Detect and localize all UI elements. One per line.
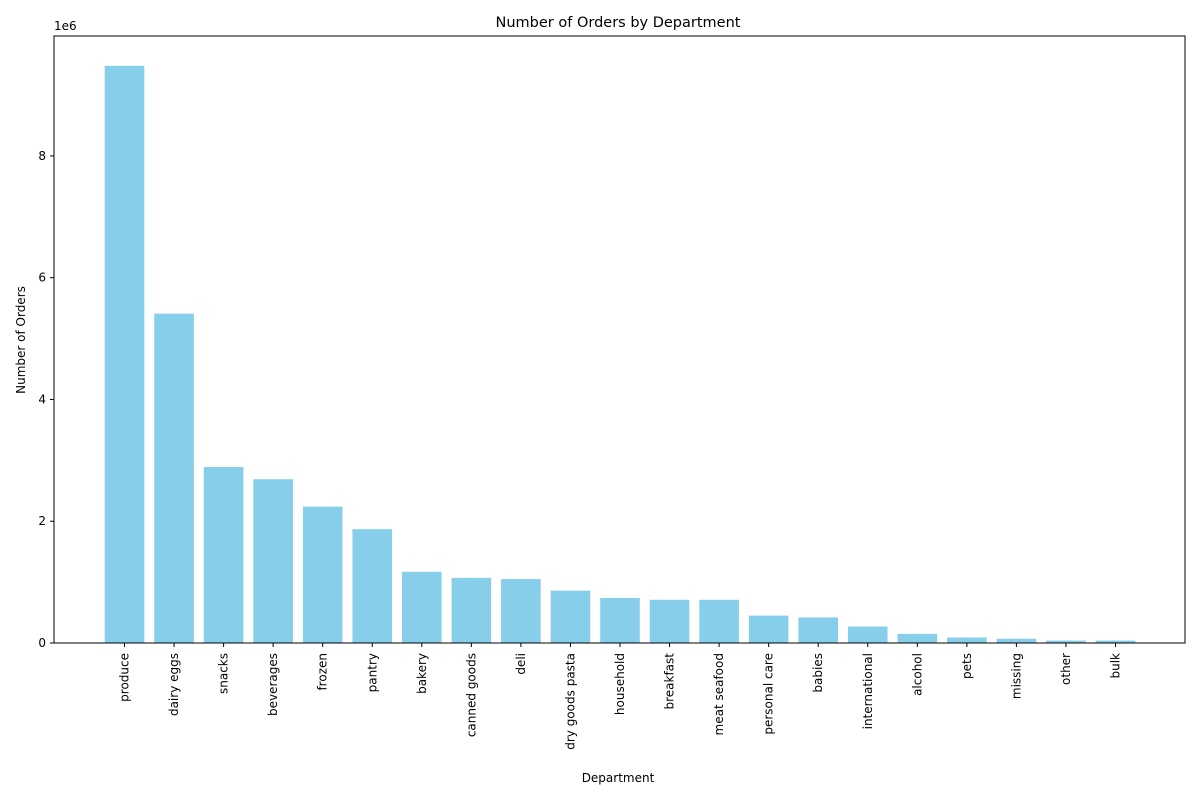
- bar-canned-goods: [451, 577, 492, 643]
- bar-bulk: [1095, 640, 1136, 643]
- bar-pets: [947, 637, 987, 643]
- x-tick-label: personal care: [762, 653, 776, 735]
- x-tick-label: deli: [514, 653, 528, 675]
- bar-beverages: [253, 479, 293, 643]
- x-tick-label: international: [861, 653, 875, 729]
- x-tick-label: babies: [811, 653, 825, 693]
- y-tick-label: 6: [38, 271, 46, 285]
- bar-meat-seafood: [699, 599, 739, 643]
- bar-bakery: [402, 571, 442, 643]
- x-tick-label: missing: [1009, 653, 1023, 699]
- bar-frozen: [302, 506, 343, 643]
- y-tick-label: 2: [38, 514, 46, 528]
- y-tick-label: 0: [38, 636, 46, 650]
- bar-international: [847, 626, 888, 643]
- x-tick-label: dry goods pasta: [563, 653, 577, 750]
- x-axis-label: Department: [582, 771, 655, 785]
- bar-dairy-eggs: [154, 313, 194, 643]
- x-tick-label: bakery: [415, 653, 429, 694]
- bar-breakfast: [649, 599, 690, 643]
- y-scale-label: 1e6: [54, 19, 77, 33]
- bar-babies: [798, 617, 838, 643]
- x-tick-label: household: [613, 653, 627, 715]
- x-tick-label: bulk: [1109, 653, 1123, 679]
- chart-title: Number of Orders by Department: [496, 15, 741, 31]
- y-tick-label: 8: [38, 149, 46, 163]
- x-tick-label: other: [1059, 653, 1073, 685]
- bar-pantry: [352, 529, 393, 643]
- bar-household: [600, 597, 640, 643]
- x-tick-label: alcohol: [910, 653, 924, 696]
- y-axis-label: Number of Orders: [14, 286, 28, 394]
- y-axis-ticks: 0 2 4 6 8: [38, 149, 54, 650]
- plot-frame: [53, 35, 1186, 644]
- x-tick-label: pantry: [365, 653, 379, 692]
- x-tick-label: pets: [960, 653, 974, 679]
- x-tick-label: meat seafood: [712, 653, 726, 735]
- x-tick-label: frozen: [316, 653, 330, 691]
- bar-missing: [996, 638, 1037, 643]
- bar-personal-care: [748, 615, 789, 643]
- y-tick-label: 4: [38, 392, 46, 406]
- x-tick-label: produce: [118, 653, 132, 702]
- bar-snacks: [203, 467, 244, 643]
- bars-group: [104, 65, 1136, 643]
- bar-alcohol: [897, 633, 938, 643]
- x-tick-label: snacks: [217, 653, 231, 694]
- x-axis-ticks: produce dairy eggs snacks beverages frozen pa…: [118, 643, 1123, 750]
- bar-other: [1046, 640, 1086, 643]
- x-tick-label: canned goods: [464, 653, 478, 737]
- bar-dry-goods-pasta: [550, 590, 591, 643]
- bar-produce: [104, 65, 145, 643]
- x-tick-label: beverages: [266, 653, 280, 716]
- bar-deli: [501, 579, 541, 643]
- x-tick-label: breakfast: [663, 653, 677, 710]
- x-tick-label: dairy eggs: [167, 653, 181, 716]
